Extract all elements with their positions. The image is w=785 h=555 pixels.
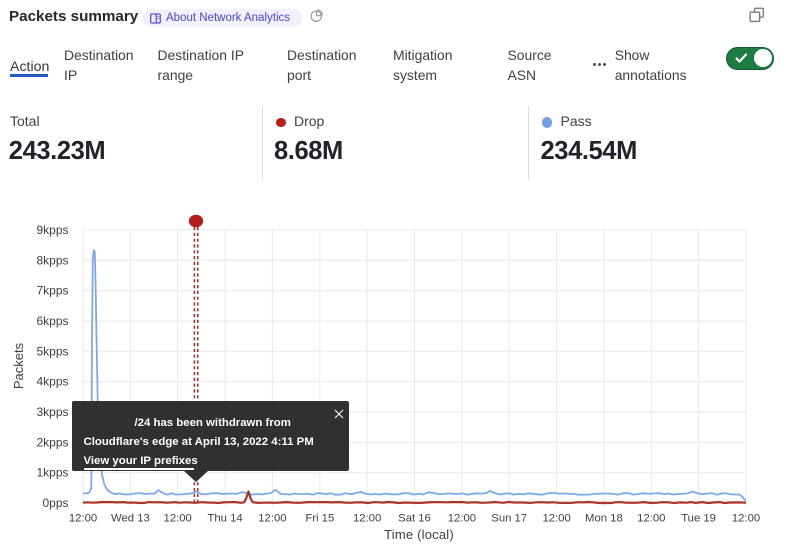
- svg-text:12:00: 12:00: [164, 513, 192, 525]
- svg-text:Time (local): Time (local): [384, 527, 454, 542]
- svg-text:4kpps: 4kpps: [36, 375, 68, 389]
- svg-text:Packets: Packets: [11, 342, 26, 389]
- svg-text:12:00: 12:00: [542, 513, 570, 525]
- svg-text:2kpps: 2kpps: [36, 435, 68, 449]
- svg-text:Mon 18: Mon 18: [585, 513, 623, 525]
- svg-text:7kpps: 7kpps: [36, 284, 68, 298]
- svg-text:Sat 16: Sat 16: [398, 513, 431, 525]
- svg-text:12:00: 12:00: [69, 513, 97, 525]
- svg-text:Wed 13: Wed 13: [111, 513, 150, 525]
- svg-text:0pps: 0pps: [42, 496, 68, 510]
- svg-text:Sun 17: Sun 17: [491, 513, 527, 525]
- svg-text:12:00: 12:00: [448, 513, 476, 525]
- svg-text:6kpps: 6kpps: [36, 314, 68, 328]
- svg-text:1kpps: 1kpps: [36, 466, 68, 480]
- svg-text:12:00: 12:00: [258, 513, 286, 525]
- svg-text:Tue 19: Tue 19: [681, 513, 716, 525]
- svg-text:12:00: 12:00: [637, 513, 665, 525]
- svg-text:Thu 14: Thu 14: [208, 513, 243, 525]
- svg-text:9kpps: 9kpps: [36, 223, 68, 237]
- svg-text:3kpps: 3kpps: [36, 405, 68, 419]
- svg-text:12:00: 12:00: [353, 513, 381, 525]
- svg-text:5kpps: 5kpps: [36, 344, 68, 358]
- svg-text:12:00: 12:00: [732, 513, 760, 525]
- svg-text:Fri 15: Fri 15: [305, 513, 334, 525]
- svg-text:8kpps: 8kpps: [36, 253, 68, 267]
